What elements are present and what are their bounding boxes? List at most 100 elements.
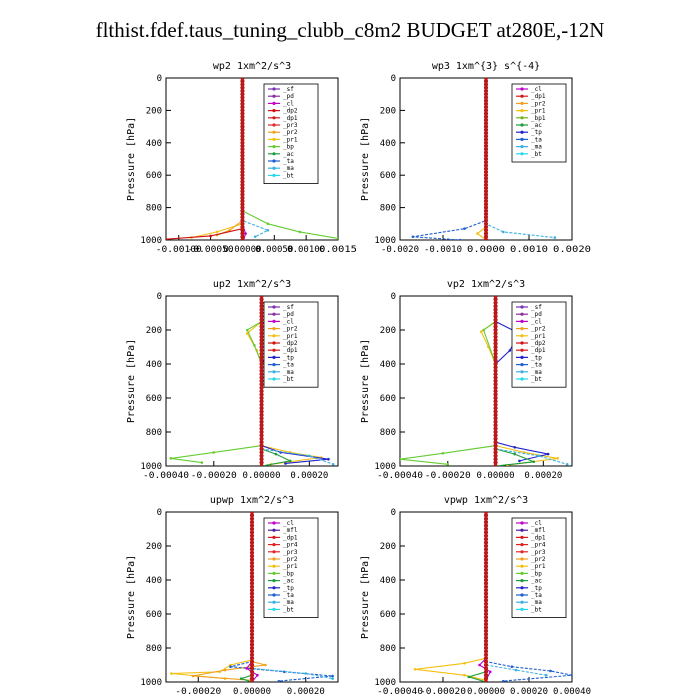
legend-marker: [272, 130, 276, 134]
legend-entry: _ma: [531, 144, 542, 151]
series-point_cl: [478, 663, 481, 667]
series-point_bp: [441, 451, 445, 455]
legend-marker: [520, 123, 524, 127]
series-point_ma: [565, 463, 569, 466]
x-tick-label: 0.0020: [553, 245, 591, 255]
legend-marker: [520, 94, 524, 98]
series-point_pr1: [476, 232, 479, 235]
legend-marker: [272, 305, 276, 309]
legend-marker: [520, 341, 524, 345]
y-tick-label: 800: [146, 644, 162, 654]
legend-marker: [272, 377, 276, 381]
series-point_ac: [288, 459, 292, 463]
legend-entry: _pr4: [531, 542, 546, 549]
chart-title: vp2 1xm^2/s^3: [447, 279, 525, 290]
series-point_tp: [513, 446, 516, 449]
chart-title: up2 1xm^2/s^3: [213, 279, 291, 290]
series-point_ma: [308, 454, 311, 458]
legend-marker: [520, 145, 524, 149]
series-point_ma: [266, 228, 270, 232]
series-point_bp: [336, 237, 338, 240]
series-group: [400, 296, 569, 466]
y-axis-label: Pressure [hPa]: [126, 555, 137, 639]
chart-panel-1: wp2 1xm^2/s^3 Pressure [hPa] 0 200 400 600 800…: [126, 61, 357, 255]
series-point_pr2: [264, 663, 267, 667]
legend-entry: _pr1: [531, 333, 546, 340]
legend-marker: [272, 600, 276, 604]
legend-entry: _sf: [531, 304, 542, 311]
y-tick-label: 600: [146, 610, 162, 620]
legend-entry: _bp: [283, 144, 294, 151]
chart-panel-4: vp2 1xm^2/s^3 Pressure [hPa] 0 200 400 600 800…: [360, 279, 573, 481]
legend-marker: [272, 101, 276, 105]
series-point_ma: [537, 454, 540, 458]
x-tick-label: 0.00000: [223, 245, 261, 255]
legend-marker: [272, 370, 276, 374]
legend-entry: _tp: [531, 129, 542, 136]
legend-entry: _bt: [283, 172, 294, 179]
series-line_ta: [230, 512, 333, 682]
y-axis-label: Pressure [hPa]: [126, 117, 137, 201]
y-tick-label: 800: [146, 428, 162, 438]
legend-entry: _tp: [283, 585, 294, 592]
legend-entry: _dp1: [283, 347, 298, 354]
legend-entry: _ta: [283, 362, 294, 369]
legend-entry: _cl: [531, 318, 542, 325]
legend-entry: _ma: [283, 369, 294, 376]
series-line_bp: [400, 296, 497, 465]
legend-entry: _bt: [531, 606, 542, 613]
series-point_cl: [244, 232, 247, 235]
legend-marker: [272, 348, 276, 352]
x-tick-label: -0.00040: [377, 471, 423, 481]
legend-marker: [272, 116, 276, 120]
series-point_bp: [266, 222, 270, 226]
legend-entry: _cl: [283, 100, 294, 107]
series-point_bp: [200, 461, 204, 464]
legend-marker: [520, 550, 524, 554]
legend-entry: _dp1: [531, 347, 546, 354]
x-tick-label: -0.00100: [156, 245, 202, 255]
series-point_ta: [229, 665, 232, 668]
series-point_ta: [501, 679, 505, 682]
series-point_ma: [253, 235, 257, 239]
y-axis-label: Pressure [hPa]: [360, 555, 371, 639]
legend-entry: _dp1: [283, 534, 298, 541]
x-tick-label: 0.0015: [319, 245, 357, 255]
series-point_bp: [446, 463, 450, 466]
series-point_pr1: [479, 330, 483, 334]
legend-entry: _ma: [531, 599, 542, 606]
legend-entry: _bp: [283, 570, 294, 577]
legend-entry: _bt: [283, 376, 294, 383]
legend-marker: [272, 173, 276, 177]
legend-marker: [520, 116, 524, 120]
y-axis-label: Pressure [hPa]: [360, 339, 371, 423]
legend-marker: [272, 607, 276, 612]
legend-entry: _pr1: [531, 108, 546, 115]
y-tick-label: 1000: [374, 678, 396, 688]
series-line_ta: [412, 78, 487, 240]
legend-marker: [272, 145, 276, 149]
legend-marker: [520, 312, 524, 316]
series-point_ma: [553, 236, 557, 239]
x-tick-label: -0.00020: [420, 687, 466, 697]
legend-marker: [520, 109, 524, 113]
y-tick-label: 800: [380, 204, 396, 214]
legend-marker: [272, 123, 276, 127]
x-tick-label: 0.00000: [233, 687, 271, 697]
legend-entry: _dp2: [283, 340, 298, 347]
legend-marker: [520, 101, 524, 105]
x-tick-label: 0.00020: [524, 471, 562, 481]
chart-panel-6: vpwp 1xm^2/s^3 Pressure [hPa] 0 200 400 600 80…: [360, 495, 591, 697]
legend-marker: [520, 535, 524, 540]
legend-marker: [520, 319, 524, 323]
chart-panel-3: up2 1xm^2/s^3 Pressure [hPa] 0 200 400 600 800…: [126, 279, 339, 481]
x-tick-label: 0.00020: [510, 687, 548, 697]
legend-marker: [272, 564, 276, 568]
plot-frame: [165, 295, 339, 467]
legend-marker: [272, 528, 276, 532]
y-tick-label: 0: [391, 292, 396, 302]
legend-entry: _bp: [531, 570, 542, 577]
legend-marker: [520, 571, 524, 576]
legend-entry: _ta: [283, 592, 294, 599]
